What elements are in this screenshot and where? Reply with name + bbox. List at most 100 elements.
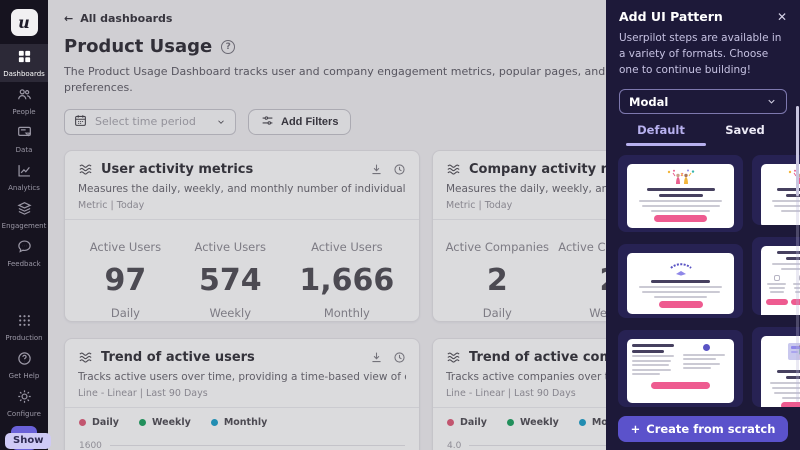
scrollbar-thumb[interactable] bbox=[796, 106, 799, 196]
sidebar-item-data[interactable]: Data bbox=[0, 120, 48, 158]
tab-saved[interactable]: Saved bbox=[703, 123, 787, 146]
metric-waves-icon bbox=[446, 350, 461, 365]
chevron-down-icon bbox=[216, 112, 226, 131]
back-label: All dashboards bbox=[80, 12, 172, 25]
sidebar-item-configure[interactable]: Configure bbox=[0, 384, 48, 422]
pattern-type-value: Modal bbox=[629, 95, 766, 109]
sidebar-item-label: Configure bbox=[7, 410, 41, 418]
add-filters-label: Add Filters bbox=[281, 116, 338, 128]
production-icon bbox=[17, 313, 32, 332]
card-description: Tracks active users over time, providing… bbox=[78, 371, 406, 383]
get-help-icon bbox=[17, 351, 32, 370]
metric-waves-icon bbox=[78, 350, 93, 365]
userpilot-app: u Dashboards People Data Analytics bbox=[0, 0, 800, 450]
create-from-scratch-button[interactable]: + Create from scratch bbox=[618, 416, 788, 442]
card-description: Measures the daily, weekly, and monthly … bbox=[78, 183, 406, 195]
analytics-icon bbox=[17, 163, 32, 182]
back-arrow-icon: ← bbox=[64, 12, 73, 25]
chart-legend: Daily Weekly Monthly bbox=[65, 408, 419, 430]
y-axis-tick: 1600 bbox=[79, 441, 102, 450]
card-trend-active-users: Trend of active users Tracks active user… bbox=[64, 338, 420, 450]
legend-dot-weekly bbox=[507, 419, 514, 426]
dashboards-icon bbox=[17, 49, 32, 68]
sidebar-item-production[interactable]: Production bbox=[0, 308, 48, 346]
legend-dot-weekly bbox=[139, 419, 146, 426]
preview-cta-button bbox=[766, 299, 788, 305]
legend-dot-daily bbox=[79, 419, 86, 426]
plus-icon: + bbox=[631, 422, 641, 436]
data-icon bbox=[17, 125, 32, 144]
card-title: User activity metrics bbox=[101, 162, 362, 177]
sidebar-item-label: Data bbox=[16, 146, 33, 154]
show-tooltip[interactable]: Show bbox=[5, 433, 51, 449]
page-title: Product Usage bbox=[64, 36, 212, 57]
legend-dot-daily bbox=[447, 419, 454, 426]
calendar-icon bbox=[74, 112, 87, 131]
pattern-preview bbox=[627, 164, 734, 228]
sidebar-item-get-help[interactable]: Get Help bbox=[0, 346, 48, 384]
y-axis-tick: 4.0 bbox=[447, 441, 461, 450]
close-icon[interactable]: ✕ bbox=[777, 11, 787, 23]
chevron-down-icon bbox=[766, 96, 777, 107]
pattern-preview bbox=[627, 339, 734, 403]
sidebar-item-label: Engagement bbox=[2, 222, 47, 230]
pattern-welcome-tour[interactable]: Welcome Tour bbox=[618, 155, 743, 232]
sidebar-item-analytics[interactable]: Analytics bbox=[0, 158, 48, 196]
pattern-progressive[interactable]: Progressive bbox=[752, 155, 800, 225]
pattern-tabs: Default Saved bbox=[619, 123, 787, 146]
card-title: Trend of active users bbox=[101, 350, 362, 365]
add-filters-button[interactable]: Add Filters bbox=[248, 109, 351, 135]
legend-dot-monthly bbox=[579, 419, 586, 426]
feedback-icon bbox=[17, 239, 32, 258]
sidebar-item-label: Dashboards bbox=[3, 70, 45, 78]
help-icon[interactable]: ? bbox=[221, 40, 235, 54]
celebration-illustration bbox=[664, 169, 698, 185]
stat-monthly-active-users: Active Users 1,666 Monthly bbox=[299, 240, 394, 320]
stat-daily-active-companies: Active Companies 2 Daily bbox=[446, 240, 549, 320]
sidebar: u Dashboards People Data Analytics bbox=[0, 0, 48, 450]
time-period-select[interactable]: Select time period bbox=[64, 109, 236, 135]
pattern-preview bbox=[761, 336, 800, 407]
clock-icon[interactable] bbox=[393, 351, 406, 364]
metric-waves-icon bbox=[446, 162, 461, 177]
pattern-actionable-welcome[interactable]: Actionable Welco... bbox=[618, 244, 743, 318]
preview-cta-button bbox=[781, 402, 800, 407]
create-from-scratch-label: Create from scratch bbox=[646, 422, 775, 436]
gridline bbox=[110, 445, 405, 446]
sidebar-item-label: Production bbox=[5, 334, 42, 342]
download-icon[interactable] bbox=[370, 351, 383, 364]
card-user-activity-metrics: User activity metrics Measures the daily… bbox=[64, 150, 420, 322]
pattern-type-select[interactable]: Modal bbox=[619, 89, 787, 114]
pattern-split-columns[interactable]: Split Columns bbox=[618, 330, 743, 407]
sidebar-item-people[interactable]: People bbox=[0, 82, 48, 120]
sidebar-item-feedback[interactable]: Feedback bbox=[0, 234, 48, 272]
userpilot-logo[interactable]: u bbox=[11, 9, 38, 36]
pattern-list: Welcome Tour Actionable Welco... bbox=[606, 146, 800, 413]
panel-scrollbar bbox=[796, 106, 799, 402]
pattern-announcement[interactable]: Announcement bbox=[752, 327, 800, 407]
pattern-preview bbox=[627, 253, 734, 314]
metric-waves-icon bbox=[78, 162, 93, 177]
welcome-illustration bbox=[664, 261, 698, 277]
clock-icon[interactable] bbox=[393, 163, 406, 176]
sidebar-item-label: Analytics bbox=[8, 184, 40, 192]
back-to-all-dashboards[interactable]: ← All dashboards bbox=[64, 12, 172, 25]
configure-icon bbox=[17, 389, 32, 408]
sidebar-item-engagement[interactable]: Engagement bbox=[0, 196, 48, 234]
engagement-icon bbox=[17, 201, 32, 220]
stat-daily-active-users: Active Users 97 Daily bbox=[90, 240, 161, 320]
download-icon[interactable] bbox=[370, 163, 383, 176]
preview-cta-button bbox=[654, 215, 708, 222]
sidebar-item-label: People bbox=[12, 108, 35, 116]
preview-cta-button bbox=[659, 301, 703, 308]
people-icon bbox=[17, 87, 32, 106]
card-meta: Line - Linear | Last 90 Days bbox=[78, 388, 406, 399]
filter-sliders-icon bbox=[261, 114, 274, 130]
sidebar-item-dashboards[interactable]: Dashboards bbox=[0, 44, 48, 82]
time-period-placeholder: Select time period bbox=[95, 115, 208, 128]
pattern-three-buttons[interactable]: Three Buttons bbox=[752, 237, 800, 315]
sidebar-item-label: Get Help bbox=[9, 372, 40, 380]
add-ui-pattern-panel: Add UI Pattern ✕ Userpilot steps are ava… bbox=[606, 0, 800, 450]
pattern-preview bbox=[761, 164, 800, 225]
pattern-preview bbox=[761, 246, 800, 315]
